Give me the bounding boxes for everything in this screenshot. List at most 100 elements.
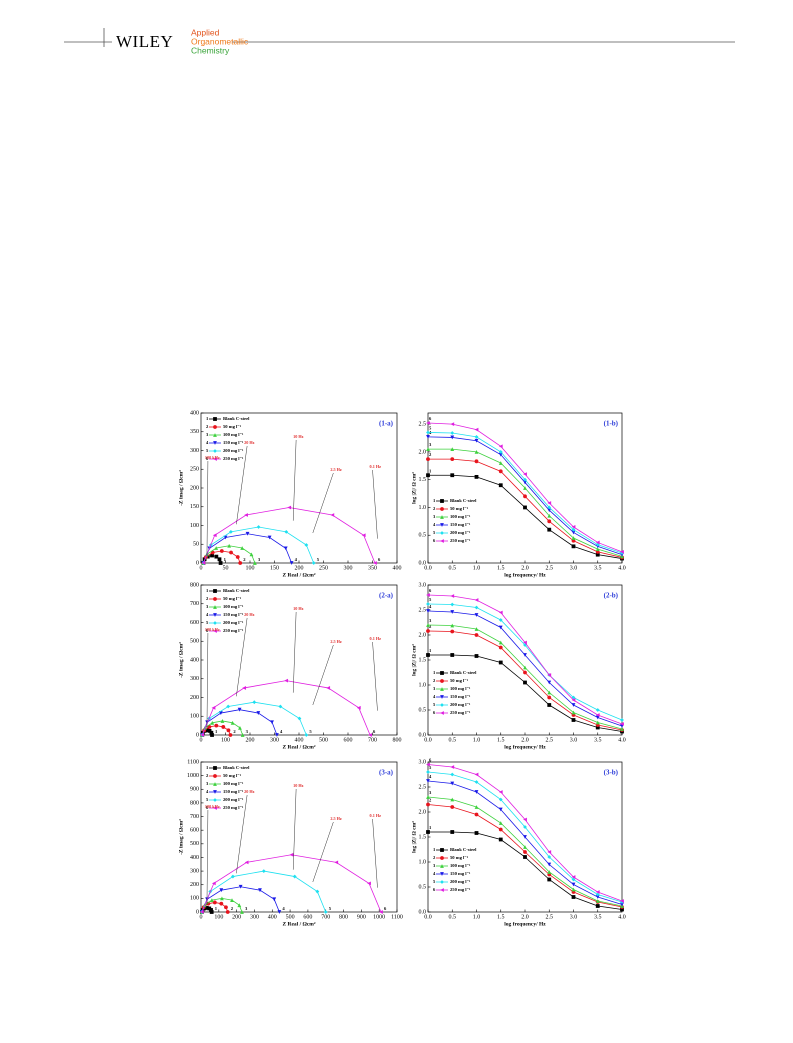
series-number: 2 [429,624,432,629]
annotation-arrow [312,644,334,706]
legend-number: 4 [433,694,436,699]
y-tick-label: 250 [190,467,199,473]
marker [595,904,600,908]
frequency-label: 0.1 Hz [370,636,382,641]
x-tick-label: 2.0 [521,914,529,920]
marker [547,501,552,505]
marker [547,695,552,700]
marker [224,905,228,910]
marker [474,627,479,631]
series-number: 5 [429,765,432,770]
y-tick-label: 400 [190,855,199,861]
marker [498,610,503,615]
y-tick-label: 0.5 [419,884,427,890]
marker [218,561,223,565]
marker [571,703,576,707]
legend-number: 6 [206,805,209,810]
legend-number: 5 [433,879,436,884]
y-tick-label: 0 [196,909,199,915]
y-tick-label: 1000 [187,773,199,779]
x-tick-label: 1.5 [497,565,505,571]
series-number: 3 [429,618,432,623]
legend-marker [440,880,444,884]
legend-marker [213,613,217,617]
x-tick-label: 300 [250,914,259,920]
y-tick-label: 0.0 [419,909,427,915]
legend-marker [213,629,217,633]
x-tick-label: 0.5 [449,565,457,571]
marker [620,899,624,903]
series-number: 6 [373,729,376,734]
marker [571,524,576,529]
marker [219,549,224,553]
marker [426,623,430,627]
x-tick-label: 0 [200,914,203,920]
frequency-label: 20 Hz [244,789,254,794]
marker [229,550,233,555]
x-tick-label: 1.0 [473,565,481,571]
marker [230,874,235,879]
legend-marker [440,864,444,868]
marker [450,623,455,628]
marker [297,716,302,721]
marker [547,673,552,677]
marker [230,898,234,903]
marker [474,605,479,610]
y-tick-label: 1.0 [419,505,427,511]
x-tick-label: 0.5 [449,914,457,920]
y-tick-label: 1100 [187,759,199,765]
legend-marker [440,703,444,707]
legend-number: 5 [433,530,436,535]
series-number: 6 [384,906,387,911]
series-line [427,780,623,905]
marker [230,720,235,725]
marker [498,827,503,832]
legend-marker [440,515,444,519]
x-tick-label: 400 [295,737,304,743]
x-tick-label: 600 [303,914,312,920]
legend-number: 4 [433,871,436,876]
marker [289,561,294,565]
series-number: 1 [215,729,218,734]
y-tick-label: 1.5 [419,477,427,483]
series-number: 5 [329,906,332,911]
marker [498,660,503,665]
marker [474,438,479,443]
y-tick-label: 300 [190,448,199,454]
x-axis-label: log frequency/ Hz [504,572,546,578]
x-tick-label: 0.0 [424,565,432,571]
marker [426,447,430,452]
legend-label: 100 mg l⁻¹ [450,863,471,868]
legend-label: 200 mg l⁻¹ [450,879,471,884]
marker [620,727,624,731]
marker [272,897,277,902]
marker [571,887,576,892]
marker [210,553,214,558]
y-tick-label: 0 [196,560,199,566]
marker [450,610,455,614]
marker [595,547,600,552]
legend-label: 250 mg l⁻¹ [223,805,244,810]
legend-marker [440,856,444,860]
annotation-arrow [236,445,248,525]
marker [474,459,479,464]
marker [620,722,624,726]
legend-marker [213,605,217,609]
legend-marker [440,507,444,511]
y-tick-label: 900 [190,787,199,793]
y-tick-label: 600 [190,620,199,626]
legend-marker [213,806,217,810]
legend-marker [440,872,444,876]
legend-marker [213,433,217,437]
legend-number: 2 [433,855,436,860]
series-number: 4 [295,557,298,562]
marker [426,602,430,606]
legend-label: 50 mg l⁻¹ [223,596,242,601]
marker [595,540,600,545]
x-tick-label: 3.5 [594,914,602,920]
series-number: 3 [246,729,249,734]
marker [261,869,266,873]
x-tick-label: 800 [339,914,348,920]
legend-marker [440,888,444,892]
marker [368,733,372,737]
